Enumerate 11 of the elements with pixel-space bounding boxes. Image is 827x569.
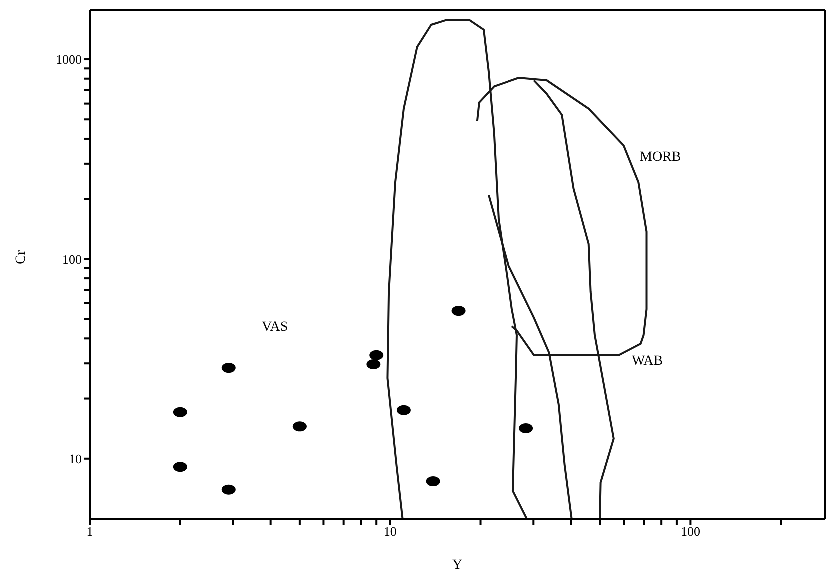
y-tick-label: 10 xyxy=(69,452,82,467)
y-tick-label: 100 xyxy=(62,252,82,267)
annotation: VAS xyxy=(262,320,288,336)
annotation: WAB xyxy=(632,354,664,370)
y-tick-label: 1000 xyxy=(56,52,82,68)
x-tick-label: 1 xyxy=(86,524,94,540)
x-tick-label: 100 xyxy=(680,524,700,540)
x-axis-title: Y xyxy=(452,558,463,569)
y-axis-title: Cr xyxy=(14,250,29,264)
x-tick-label: 10 xyxy=(384,524,397,540)
annotation: MORB xyxy=(640,150,682,166)
